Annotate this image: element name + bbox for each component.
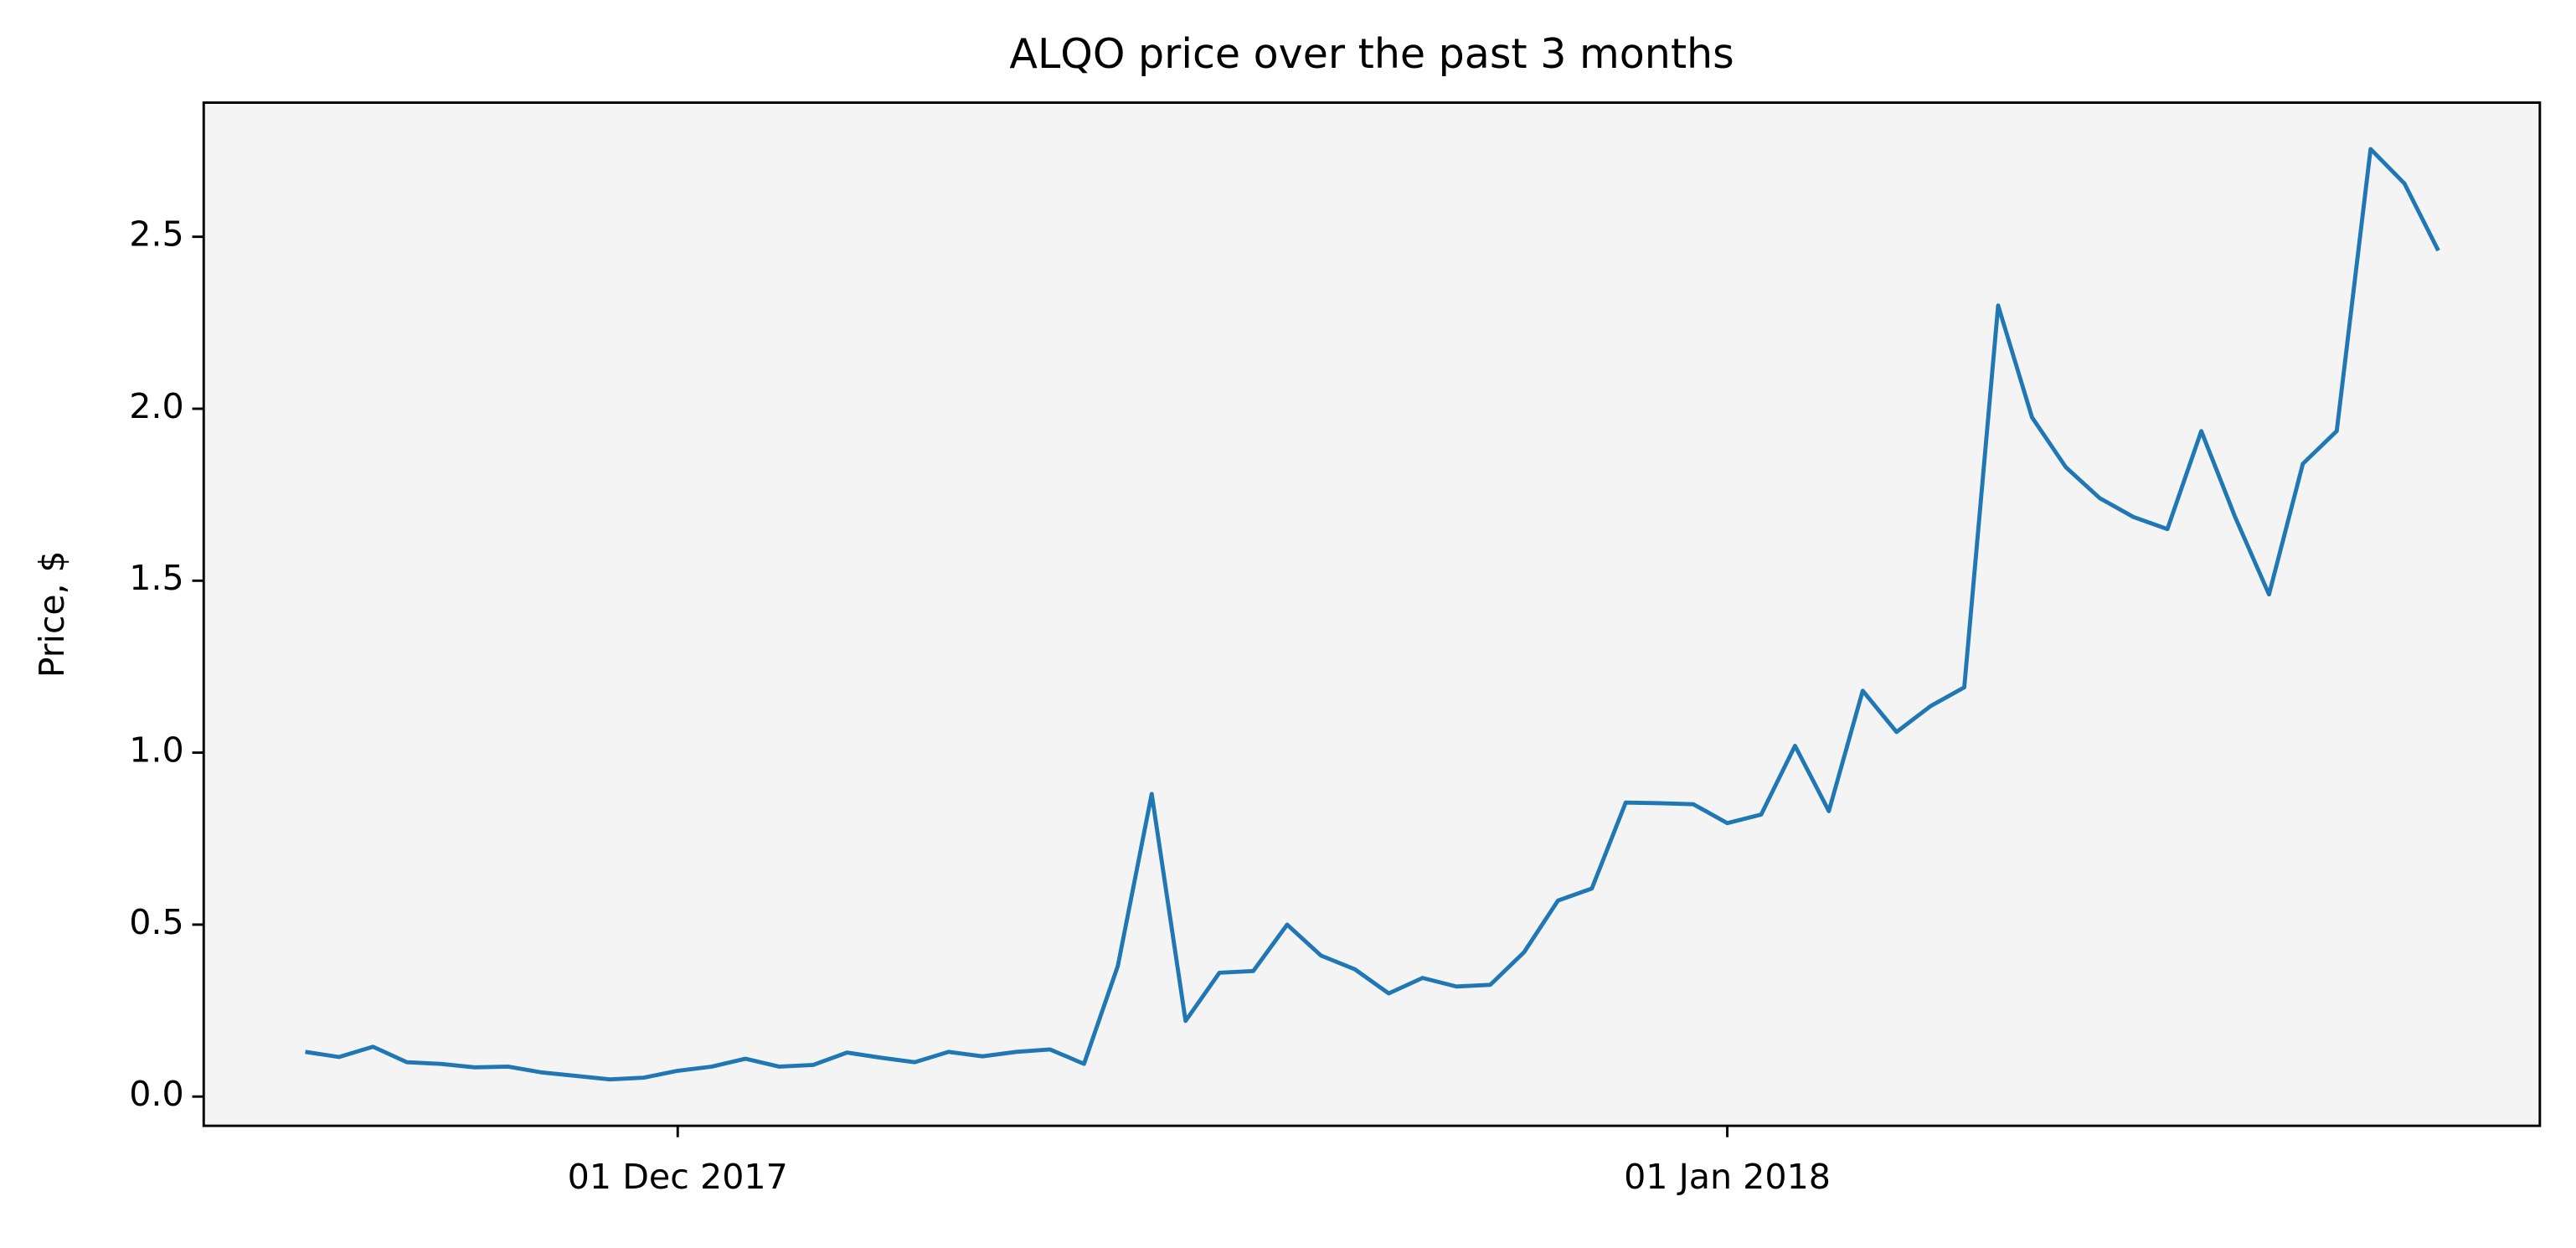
y-tick-label: 1.0 xyxy=(129,730,184,771)
y-tick-label: 0.5 xyxy=(129,902,184,942)
y-tick-label: 2.0 xyxy=(129,386,184,426)
x-tick-label: 01 Jan 2018 xyxy=(1624,1157,1831,1197)
y-tick-label: 1.5 xyxy=(129,558,184,598)
price-line xyxy=(305,147,2440,1082)
plot-frame xyxy=(202,101,2542,1127)
marks xyxy=(305,147,2440,1082)
x-tick-label: 01 Dec 2017 xyxy=(568,1157,788,1197)
plot-area xyxy=(204,102,2540,1127)
y-tick-label: 0.0 xyxy=(129,1074,184,1114)
chart-title: ALQO price over the past 3 months xyxy=(1009,30,1734,78)
y-tick-label: 2.5 xyxy=(129,214,184,255)
y-axis-label: Price, $ xyxy=(32,551,72,678)
